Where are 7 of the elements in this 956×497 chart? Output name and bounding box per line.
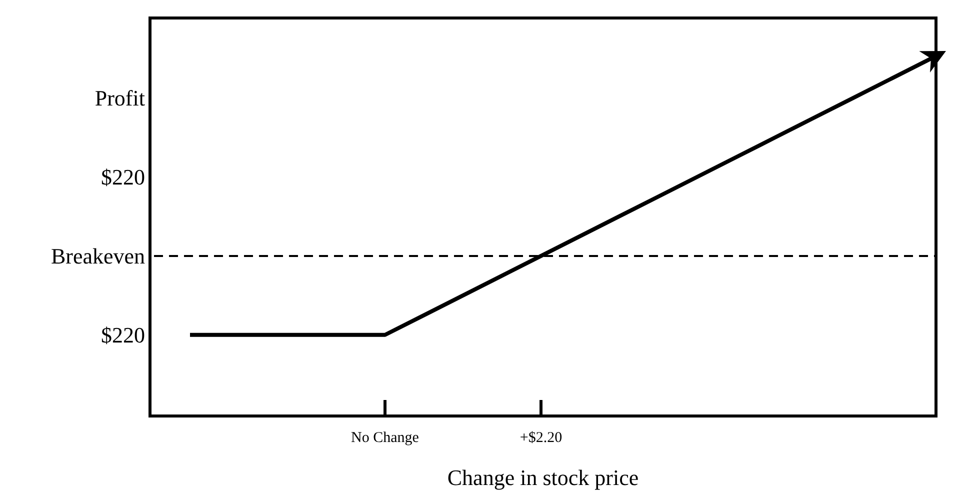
x-axis-title: Change in stock price [447,465,639,490]
y-tick-label: Profit [94,86,145,111]
x-tick-label: No Change [351,430,420,446]
x-tick-label: +$2.20 [520,430,562,446]
y-tick-label: $220 [101,164,145,190]
y-tick-label: $220 [101,322,145,348]
y-tick-label: Breakeven [50,244,145,269]
